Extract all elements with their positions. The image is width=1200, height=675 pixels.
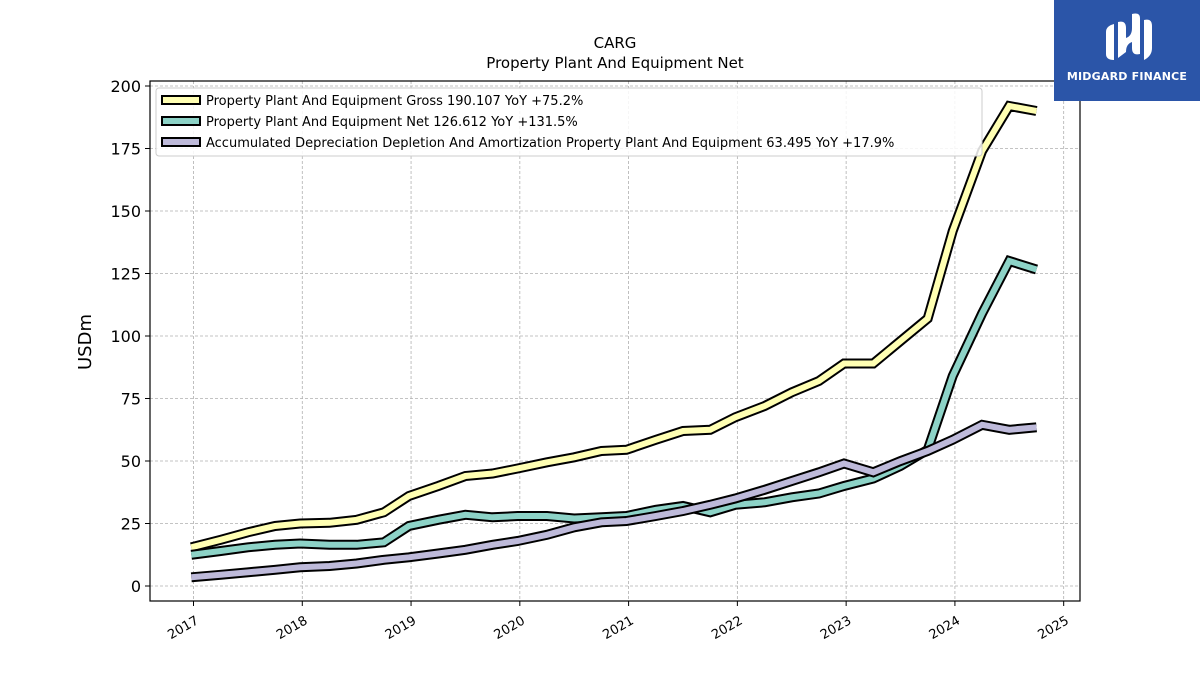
y-tick-label: 25 [121, 515, 141, 534]
series-line-fill [190, 257, 1038, 558]
series-line-outline [190, 100, 1038, 553]
x-tick-label: 2023 [818, 613, 854, 643]
x-axis: 2017 2018 2019 2020 2021 2022 2023 2024 2025 [165, 601, 1072, 643]
y-tick-label: 0 [131, 577, 141, 596]
gridlines [150, 81, 1080, 601]
y-axis-label: USDm [75, 314, 96, 370]
y-tick-label: 200 [110, 77, 141, 96]
y-tick-label: 150 [110, 202, 141, 221]
legend-swatch [161, 137, 201, 147]
legend-swatch [161, 95, 201, 105]
y-tick-label: 75 [121, 390, 141, 409]
series-line-fill [191, 421, 1037, 581]
series-layer [190, 100, 1038, 583]
logo-text: MIDGARD FINANCE [1066, 70, 1188, 83]
legend-entry: Property Plant And Equipment Net 126.612… [206, 115, 578, 130]
chart-subtitle: Property Plant And Equipment Net [486, 54, 743, 72]
y-axis: 0 25 50 75 100 125 150 175 200 [110, 77, 150, 596]
series-line [190, 419, 1037, 583]
legend-box [155, 87, 983, 157]
x-tick-label: 2025 [1036, 613, 1072, 643]
plot-frame [149, 80, 1081, 602]
chart-title: CARG [594, 34, 637, 52]
series-line [190, 100, 1038, 553]
x-tick-label: 2019 [383, 613, 419, 643]
y-tick-label: 50 [121, 452, 141, 471]
x-tick-label: 2024 [927, 613, 963, 643]
legend-swatch [161, 116, 201, 126]
logo-mark-icon [1106, 13, 1152, 61]
legend: Property Plant And Equipment Gross 190.1… [155, 87, 983, 157]
series-line-fill [190, 102, 1038, 551]
y-tick-label: 125 [110, 265, 141, 284]
x-tick-label: 2021 [600, 613, 636, 643]
x-tick-label: 2018 [274, 613, 310, 643]
x-tick-label: 2022 [709, 613, 745, 643]
y-tick-label: 175 [110, 140, 141, 159]
series-line [190, 254, 1038, 560]
x-tick-label: 2020 [492, 613, 528, 643]
x-tick-label: 2017 [165, 613, 201, 643]
series-line-outline [190, 254, 1038, 560]
y-tick-label: 100 [110, 327, 141, 346]
legend-entry: Property Plant And Equipment Gross 190.1… [206, 94, 583, 109]
midgard-finance-logo: MIDGARD FINANCE [1054, 0, 1200, 101]
legend-entry: Accumulated Depreciation Depletion And A… [206, 136, 894, 151]
